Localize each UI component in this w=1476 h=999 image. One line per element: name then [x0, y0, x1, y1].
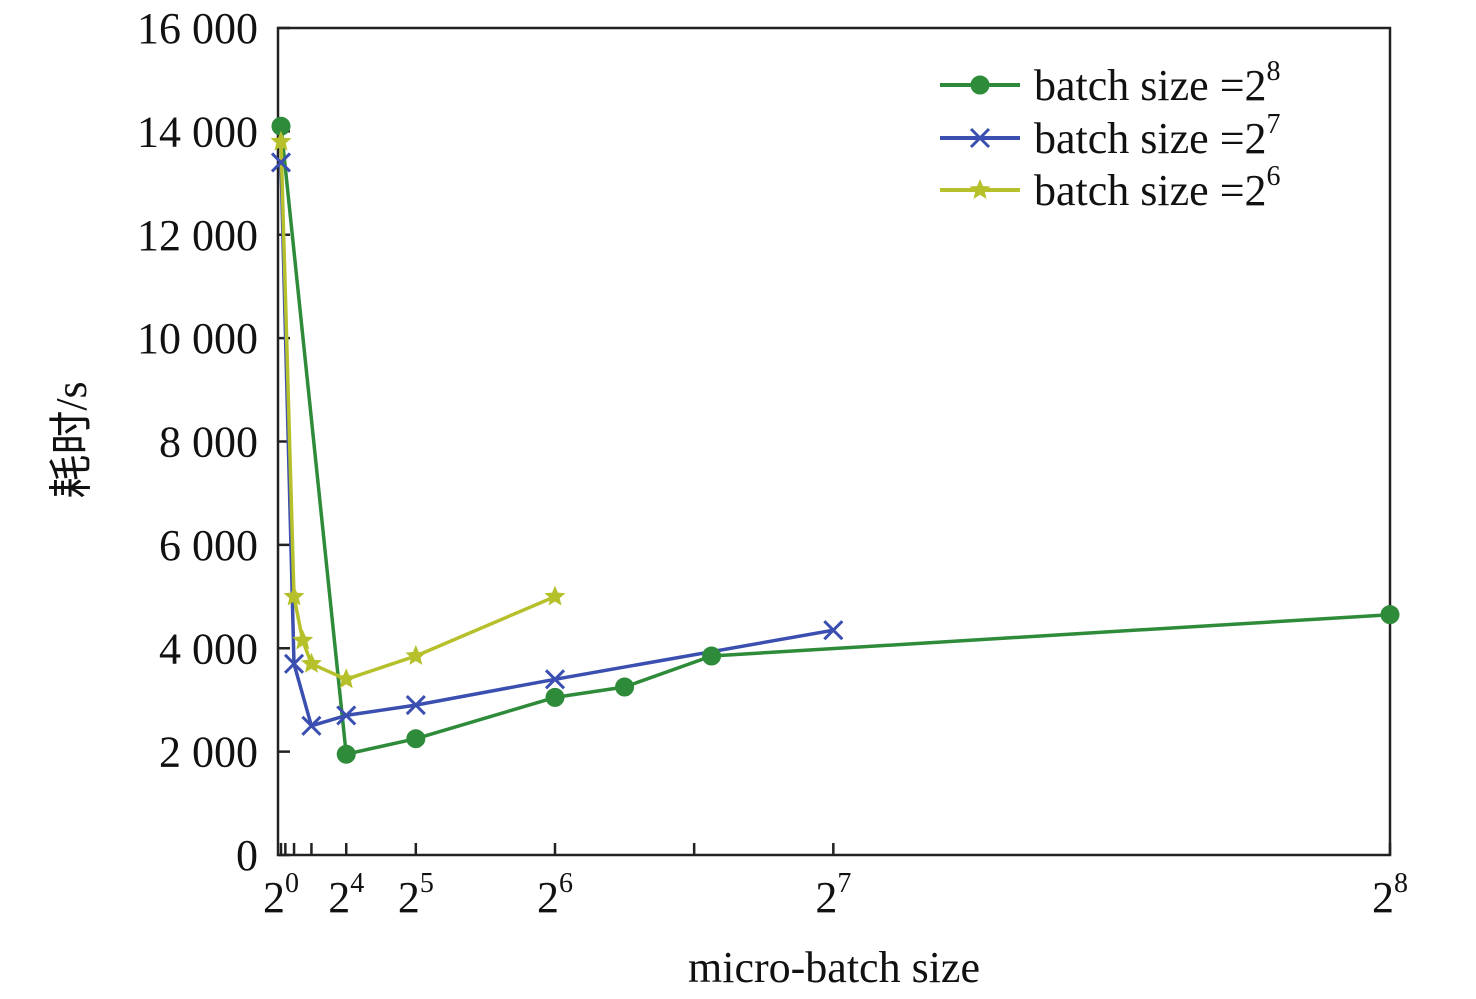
x-tick-label-exponent: 4 [350, 868, 364, 899]
series-line [279, 126, 1391, 756]
data-point-star [283, 585, 305, 606]
data-point-star [335, 668, 357, 689]
y-tick-label: 16 000 [137, 4, 258, 53]
data-point-circle [702, 646, 722, 666]
x-tick-label: 27 [815, 868, 851, 922]
y-tick-label: 8 000 [159, 418, 258, 467]
data-point-star [270, 130, 292, 151]
data-point-cross [823, 620, 844, 641]
x-axis-title: micro-batch size [688, 943, 980, 992]
data-point-cross [969, 127, 991, 149]
y-tick-label: 12 000 [137, 211, 258, 260]
x-tick-label-exponent: 6 [559, 868, 573, 899]
data-point-circle [1380, 605, 1400, 625]
x-tick-label-exponent: 8 [1394, 868, 1408, 899]
data-point-circle [336, 744, 356, 764]
legend-entry: batch size =26 [1034, 161, 1281, 215]
legend-entry-base: batch size =2 [1034, 61, 1267, 110]
legend-entry-base: batch size =2 [1034, 166, 1267, 215]
series-line [279, 162, 834, 728]
x-tick-label: 28 [1372, 868, 1408, 922]
legend-entry: batch size =28 [1034, 56, 1281, 110]
series-line [279, 141, 556, 682]
data-point-circle [406, 729, 426, 749]
data-point-circle [970, 75, 990, 95]
y-tick-label: 6 000 [159, 521, 258, 570]
x-tick-label-exponent: 7 [837, 868, 851, 899]
x-tick-label-base: 2 [398, 873, 420, 922]
y-tick-label: 2 000 [159, 728, 258, 777]
data-point-circle [615, 677, 635, 697]
y-axis-title: 耗时/s [47, 381, 96, 498]
data-point-circle [545, 687, 565, 707]
x-tick-label: 24 [328, 868, 364, 922]
x-axis-ticks: 20 24 25 26 27 28 [263, 843, 1408, 922]
x-tick-label-base: 2 [537, 873, 559, 922]
series-markers [270, 130, 566, 689]
x-tick-label-exponent: 0 [285, 868, 299, 899]
data-point-star [544, 585, 566, 606]
legend-entry-exponent: 6 [1267, 161, 1281, 192]
series-layer [270, 116, 1400, 764]
x-tick-label-base: 2 [815, 873, 837, 922]
x-tick-label-base: 2 [263, 873, 285, 922]
x-tick-label: 25 [398, 868, 434, 922]
y-tick-label: 10 000 [137, 314, 258, 363]
data-point-cross [283, 653, 305, 674]
y-tick-label: 4 000 [159, 624, 258, 673]
data-point-cross [544, 669, 566, 690]
y-axis-ticks: 0 2 000 4 000 6 000 8 000 10 000 12 000 14 000 1… [137, 4, 290, 880]
data-point-cross [405, 695, 426, 716]
y-tick-label: 0 [236, 831, 258, 880]
x-tick-label-base: 2 [1372, 873, 1394, 922]
x-tick-label: 26 [537, 868, 573, 922]
x-tick-label-base: 2 [328, 873, 350, 922]
data-point-cross [336, 705, 357, 726]
y-tick-label: 14 000 [137, 107, 258, 156]
x-tick-label-exponent: 5 [420, 868, 434, 899]
legend-entry-base: batch size =2 [1034, 114, 1267, 163]
data-point-cross [301, 715, 322, 736]
data-point-star [405, 645, 427, 665]
data-point-star [301, 652, 322, 673]
legend-entry: batch size =27 [1034, 109, 1281, 163]
data-point-cross [270, 152, 292, 173]
series-markers [271, 116, 1400, 764]
x-tick-label: 20 [263, 868, 299, 922]
legend-entry-exponent: 7 [1267, 109, 1281, 140]
data-point-star [969, 179, 991, 199]
legend-entry-exponent: 8 [1267, 56, 1281, 87]
series-markers [270, 152, 844, 736]
data-point-star [292, 629, 314, 650]
